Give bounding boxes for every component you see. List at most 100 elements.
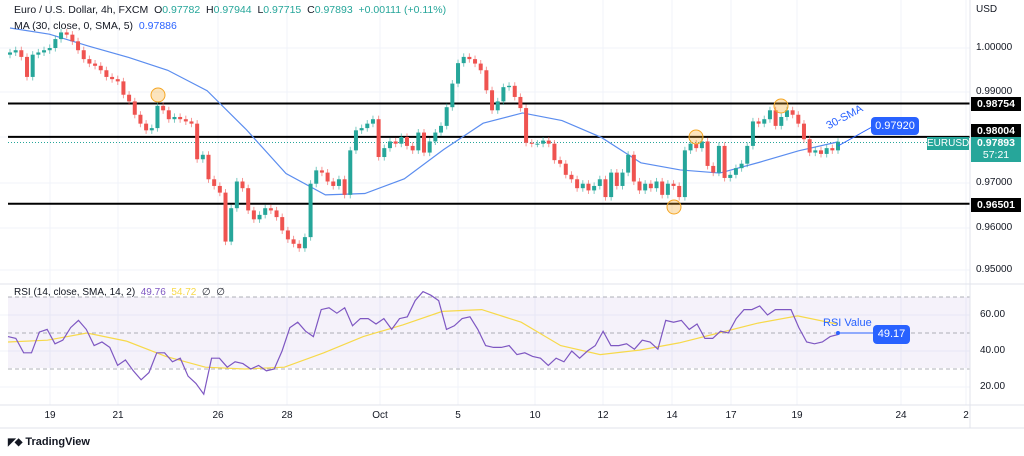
candle <box>682 146 687 201</box>
candle <box>393 137 398 148</box>
candle <box>382 144 387 161</box>
candle-body <box>824 148 829 154</box>
candle <box>325 169 330 186</box>
rsi-legend-label: RSI (14, close, SMA, 14, 2) <box>14 287 136 298</box>
candle-body <box>257 214 262 220</box>
rsi-legend[interactable]: RSI (14, close, SMA, 14, 2) 49.76 54.72 … <box>14 287 225 298</box>
candle <box>359 124 364 134</box>
rsi-sma-line <box>7 308 838 370</box>
candle <box>507 82 512 91</box>
candle <box>631 151 636 186</box>
candle <box>331 177 336 190</box>
time-tick: 19 <box>44 410 56 421</box>
sma-annotation-value[interactable]: 0.97920 <box>871 117 919 135</box>
candle-body <box>314 170 319 184</box>
candle <box>546 137 551 148</box>
time-tick: 2 <box>963 410 969 421</box>
ma-legend-value: 0.97886 <box>138 20 177 32</box>
candle <box>495 97 500 114</box>
candle <box>212 175 217 190</box>
candle-body <box>206 154 211 180</box>
candle <box>518 93 523 112</box>
tradingview-logo[interactable]: ◤◆ TradingView <box>8 436 90 448</box>
candle-body <box>501 87 506 102</box>
candle <box>558 156 563 168</box>
candle <box>87 55 92 68</box>
ma-legend[interactable]: MA (30, close, 0, SMA, 5) 0.97886 <box>14 20 177 32</box>
candle-body <box>189 121 194 124</box>
candle-body <box>70 34 75 42</box>
candle <box>314 166 319 188</box>
candle-body <box>53 39 58 48</box>
candle <box>189 117 194 128</box>
candle <box>342 175 347 199</box>
candle-body <box>801 123 806 140</box>
candle-body <box>762 119 767 124</box>
candle-body <box>575 179 580 189</box>
symbol-legend[interactable]: Euro / U.S. Dollar, 4h, FXCM O0.97782 H0… <box>14 4 446 16</box>
candle-body <box>495 101 500 111</box>
highlight-circles <box>150 87 789 215</box>
candle-body <box>246 188 251 211</box>
candle-body <box>393 141 398 144</box>
time-tick: 10 <box>529 410 541 421</box>
candle <box>830 144 835 154</box>
candle-body <box>586 183 591 191</box>
candle <box>569 171 574 183</box>
candle-body <box>359 128 364 131</box>
candle <box>161 102 166 114</box>
candle-body <box>609 172 614 198</box>
candle-body <box>784 110 789 117</box>
candle-body <box>728 174 733 178</box>
candle-body <box>76 41 81 51</box>
high-label: H <box>206 4 214 16</box>
candle <box>178 113 183 123</box>
candle <box>319 166 324 177</box>
candle-body <box>507 85 512 88</box>
candle-body <box>353 130 358 151</box>
candle <box>750 117 755 150</box>
candle <box>274 206 279 221</box>
candle-body <box>603 179 608 198</box>
open-label: O <box>154 4 163 16</box>
candle-body <box>98 65 103 71</box>
candles <box>8 28 840 252</box>
candle <box>410 142 415 154</box>
candle-body <box>285 230 290 240</box>
ma-legend-label: MA (30, close, 0, SMA, 5) <box>14 20 134 32</box>
candle-body <box>444 107 449 126</box>
candle-body <box>654 181 659 189</box>
candle <box>643 180 648 194</box>
candle <box>365 120 370 132</box>
candle <box>376 115 381 161</box>
time-tick: 19 <box>791 410 803 421</box>
candle-body <box>427 141 432 153</box>
candle-body <box>110 76 115 80</box>
candle <box>836 138 840 154</box>
candle <box>733 164 738 179</box>
candle <box>467 53 472 63</box>
candle-body <box>671 183 676 186</box>
candle <box>801 120 806 143</box>
time-tick: 26 <box>212 410 224 421</box>
candle-body <box>450 83 455 108</box>
candle-body <box>739 163 744 169</box>
rsi-sma-legend-value: 54.72 <box>171 287 197 298</box>
candle-body <box>115 79 120 82</box>
candle-body <box>93 63 98 66</box>
candle-body <box>580 183 585 189</box>
candle <box>439 122 444 137</box>
candle-body <box>166 110 171 120</box>
candle-body <box>251 210 256 220</box>
candle <box>138 111 143 128</box>
candle-body <box>200 154 205 160</box>
rsi-annotation-value[interactable]: 49.17 <box>873 325 910 344</box>
candle-body <box>796 114 801 124</box>
rsi-band <box>8 297 970 368</box>
candle-body <box>161 105 166 111</box>
candle-body <box>342 179 347 195</box>
candle <box>688 140 693 154</box>
candle <box>626 151 631 177</box>
candle <box>552 140 557 164</box>
